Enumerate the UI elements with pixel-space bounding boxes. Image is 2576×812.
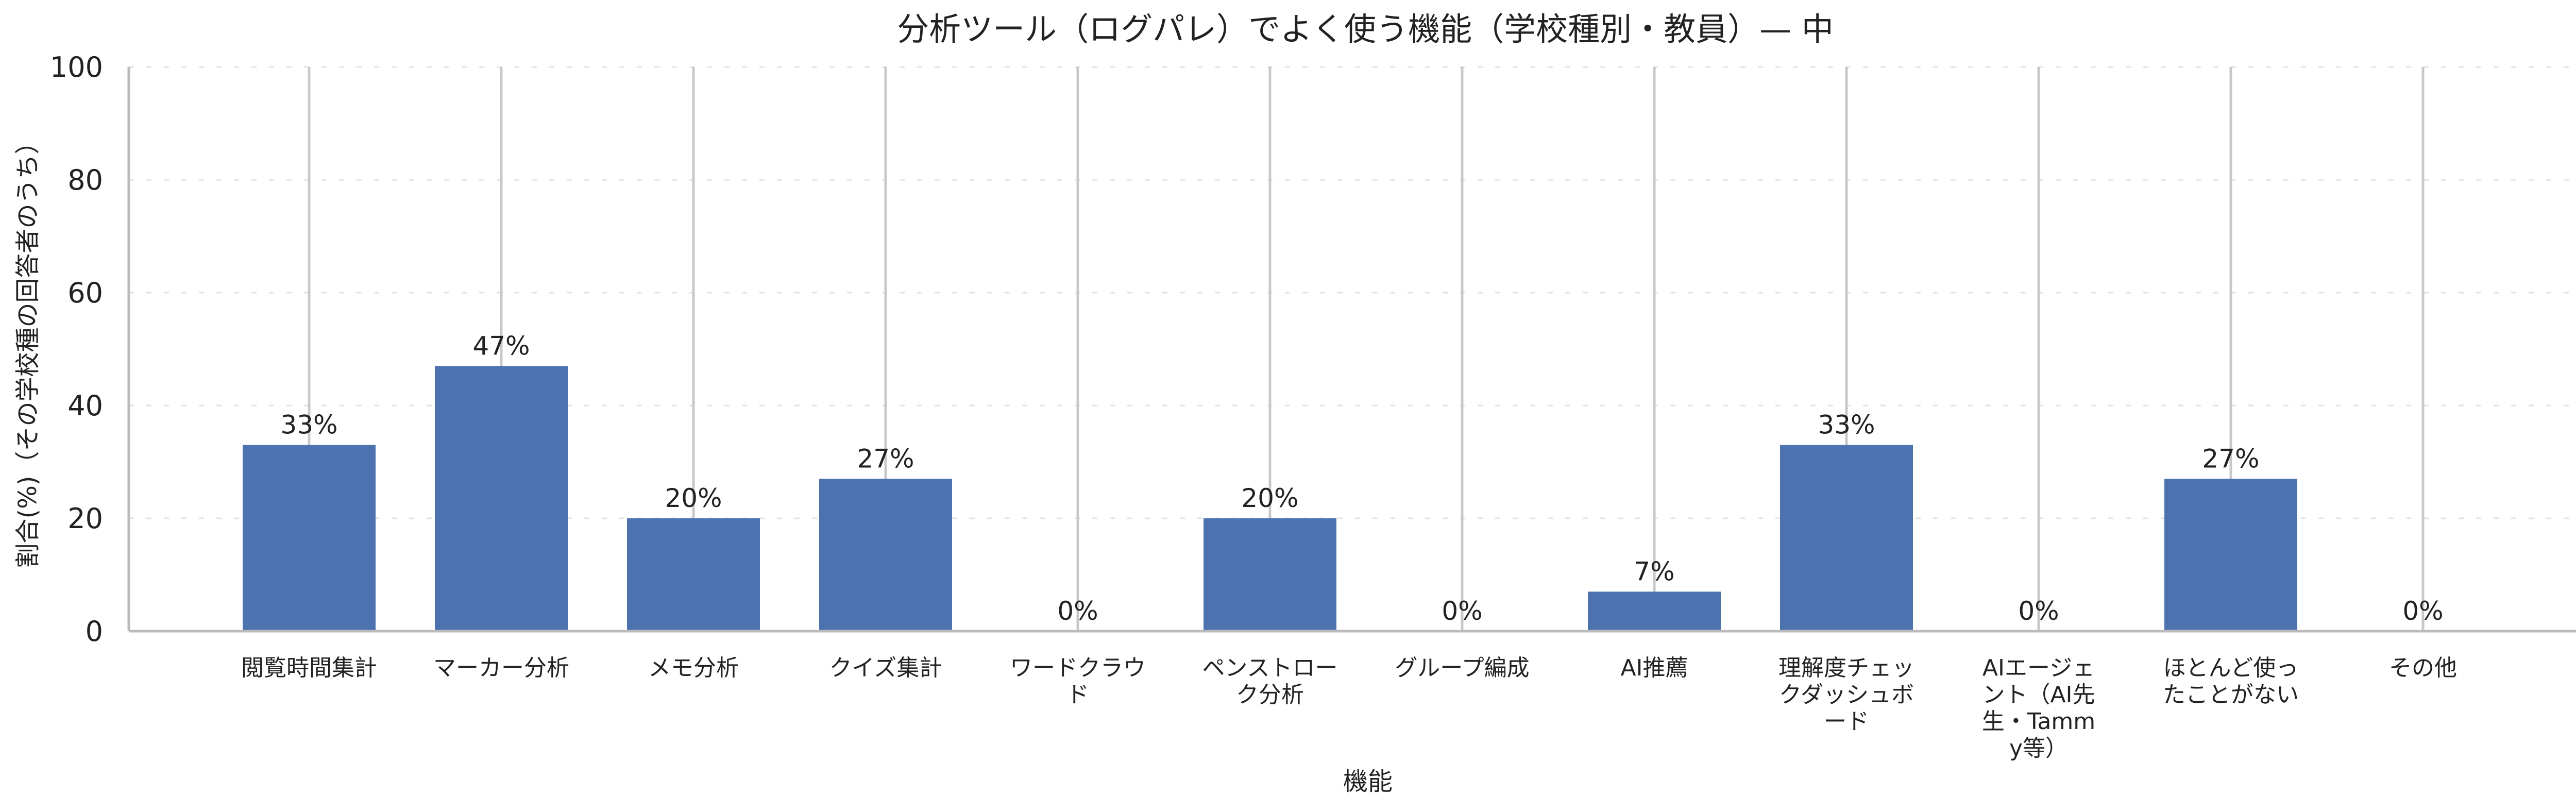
y-tick-label: 80: [67, 164, 103, 196]
x-tick-label: 理解度チェックダッシュボード: [1778, 655, 1914, 735]
x-tick-label: クイズ集計: [829, 655, 942, 681]
bar: [627, 518, 760, 631]
x-tick-label: AI推薦: [1620, 655, 1688, 681]
x-tick-label: ほとんど使ったことがない: [2163, 655, 2299, 708]
x-tick-label: マーカー分析: [433, 655, 569, 681]
bar: [1204, 518, 1336, 631]
y-axis-label: 割合(%)（その学校種の回答者のうち）: [13, 129, 42, 568]
data-label: 27%: [857, 444, 914, 473]
data-label: 0%: [1442, 596, 1482, 626]
x-axis-tick-labels: 閲覧時間集計 マーカー分析 メモ分析 クイズ集計 ワードクラウド ペンストローク分析 グルー…: [241, 655, 2457, 762]
x-tick-label: ワードクラウド: [1010, 655, 1146, 708]
data-label: 20%: [1241, 483, 1298, 513]
x-tick-label: その他: [2389, 655, 2457, 681]
x-tick-label: 閲覧時間集計: [241, 655, 377, 681]
x-tick-label: グループ編成: [1395, 655, 1529, 681]
bar: [2164, 479, 2297, 631]
data-label: 33%: [1818, 410, 1875, 440]
data-label: 47%: [472, 331, 530, 361]
bar: [435, 366, 568, 631]
chart-title: 分析ツール（ログパレ）でよく使う機能（学校種別・教員）— 中: [897, 10, 1834, 48]
data-label: 33%: [280, 410, 337, 440]
y-tick-label: 0: [86, 615, 103, 648]
x-tick-label: メモ分析: [648, 655, 739, 681]
y-tick-label: 100: [50, 51, 103, 83]
bar: [819, 479, 952, 631]
y-tick-label: 20: [67, 502, 103, 535]
y-tick-label: 40: [67, 390, 103, 422]
bar: [1780, 445, 1913, 631]
data-label: 7%: [1634, 556, 1674, 586]
y-tick-label: 60: [67, 277, 103, 309]
bar: [1588, 591, 1721, 631]
x-axis-label: 機能: [1343, 767, 1393, 796]
data-label: 0%: [1057, 596, 1098, 626]
data-label: 27%: [2202, 444, 2259, 473]
x-tick-label: ペンストローク分析: [1202, 655, 1337, 708]
grid-lines: [129, 66, 2576, 631]
data-label: 0%: [2018, 596, 2059, 626]
data-label: 20%: [665, 483, 722, 513]
x-tick-label: AIエージェント（AI先生・Tamm y等）: [1982, 655, 2095, 762]
y-axis-ticks: 0 20 40 60 80 100: [50, 51, 103, 648]
bar: [243, 445, 376, 631]
data-label: 0%: [2402, 596, 2443, 626]
bars: 33% 47% 20% 27% 0% 20% 0% 7% 33% 0% 27% 0%: [243, 331, 2444, 631]
